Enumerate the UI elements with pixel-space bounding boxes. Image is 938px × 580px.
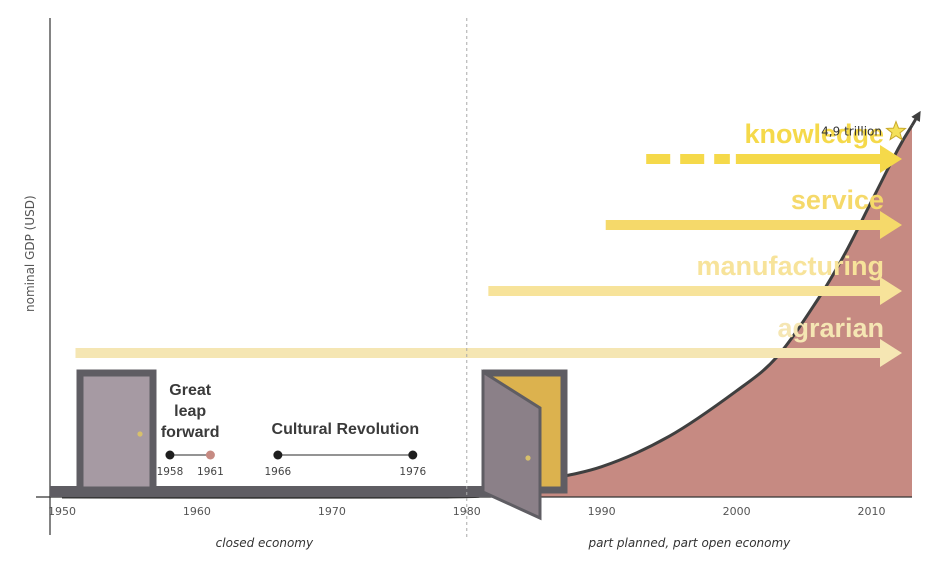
event-1: 1958 1961 Great leap forward: [157, 382, 224, 478]
sector-arrow-head-service: [880, 211, 902, 239]
event-end-year: 1961: [197, 466, 224, 478]
sector-arrow-service: service: [605, 185, 902, 239]
period-label-closed: closed economy: [216, 536, 314, 550]
sector-label-knowledge: knowledge: [744, 119, 884, 149]
peak-annotation: 4,9 trillion: [821, 120, 907, 141]
sector-arrow-agrarian: agrarian: [75, 313, 902, 367]
peak-label: 4,9 trillion: [821, 124, 882, 138]
sector-label-manufacturing: manufacturing: [696, 251, 884, 281]
sector-arrow-head-agrarian: [880, 339, 902, 367]
event-start-year: 1966: [265, 466, 292, 478]
sector-arrows: agrarian manufacturing service knowledge: [75, 119, 902, 367]
x-tick-2000: 2000: [723, 505, 751, 518]
sector-arrow-head-manufacturing: [880, 277, 902, 305]
event-title: Cultural Revolution: [272, 421, 420, 438]
open-door-icon: [481, 369, 568, 521]
x-tick-1970: 1970: [318, 505, 346, 518]
event-2: 1966 1976 Cultural Revolution: [265, 421, 427, 478]
event-title-line: leap: [174, 403, 206, 420]
y-axis-label: nominal GDP (USD): [23, 195, 37, 312]
x-tick-labels: 1950 1960 1970 1980 1990 2000 2010: [48, 505, 886, 518]
event-timelines: 1958 1961 Great leap forward 1966 1976 Cultural…: [157, 382, 427, 478]
sector-arrow-knowledge: knowledge: [646, 119, 902, 173]
event-title-line: Great: [169, 382, 211, 399]
x-tick-1990: 1990: [588, 505, 616, 518]
event-end-year: 1976: [399, 466, 426, 478]
gdp-area: [62, 125, 912, 498]
gdp-arrow: [910, 110, 921, 127]
period-label-open: part planned, part open economy: [587, 536, 791, 550]
sector-label-agrarian: agrarian: [777, 313, 884, 343]
sector-arrow-manufacturing: manufacturing: [488, 251, 902, 305]
x-tick-1980: 1980: [453, 505, 481, 518]
event-start-year: 1958: [157, 466, 184, 478]
event-title: Great leap forward: [161, 382, 220, 441]
event-end-dot: [408, 450, 418, 460]
gdp-baseline-bar: [50, 486, 516, 497]
event-end-dot: [205, 450, 215, 460]
sector-arrow-head-knowledge: [880, 145, 902, 173]
event-start-dot: [165, 450, 175, 460]
closed-door-icon: [76, 369, 157, 494]
x-tick-2010: 2010: [858, 505, 886, 518]
x-tick-1960: 1960: [183, 505, 211, 518]
event-start-dot: [273, 450, 283, 460]
sector-label-service: service: [791, 185, 884, 215]
star-icon: [885, 120, 907, 141]
event-title-line: forward: [161, 424, 220, 441]
x-tick-1950: 1950: [48, 505, 76, 518]
